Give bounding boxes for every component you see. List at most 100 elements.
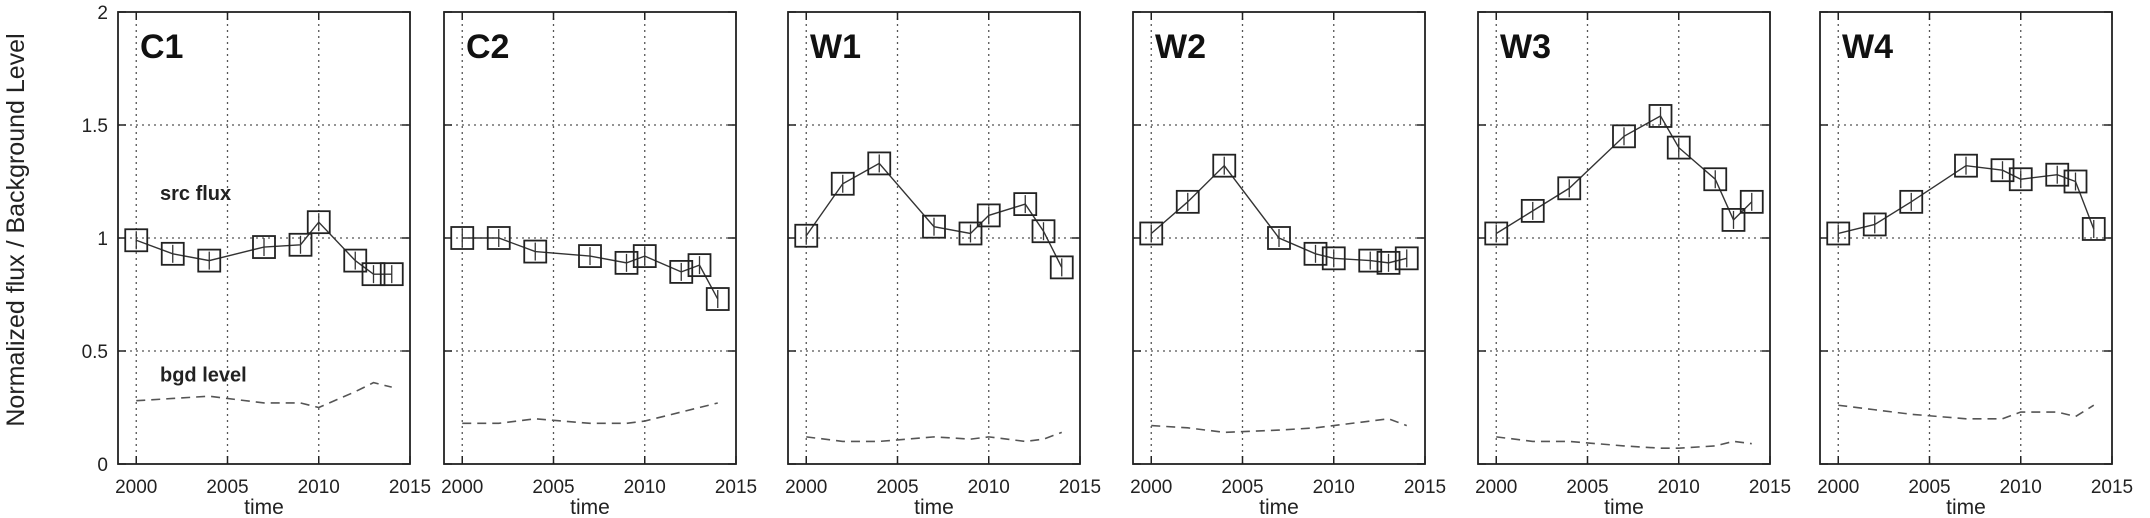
panel-w1: 2000 2005 2010 2015 time W1 — [785, 11, 1101, 518]
x-tick-label: 2000 — [441, 477, 483, 498]
x-axis-label: time — [914, 496, 954, 518]
src-flux-annotation: src flux — [160, 183, 231, 205]
x-axis-label: time — [244, 496, 284, 518]
src-flux-marker — [1666, 135, 1691, 160]
src-flux-marker — [379, 262, 404, 287]
x-tick-label: 2010 — [1658, 477, 1700, 498]
x-tick-label: 2010 — [1313, 477, 1355, 498]
src-flux-marker — [288, 232, 313, 257]
x-axis-label: time — [1604, 496, 1644, 518]
panel-w4: 2000 2005 2010 2015 time W4 — [1817, 11, 2133, 518]
src-flux-marker — [1267, 226, 1291, 250]
src-flux-marker — [160, 241, 185, 266]
bgd-level-line — [806, 431, 1063, 443]
src-flux-marker — [343, 248, 368, 273]
y-tick-label: 0.5 — [82, 342, 108, 363]
src-flux-marker — [578, 244, 602, 268]
x-tick-label: 2000 — [115, 477, 157, 498]
src-flux-marker — [794, 223, 819, 248]
src-flux-marker — [1031, 219, 1056, 244]
src-flux-marker — [1612, 124, 1636, 149]
x-tick-label: 2000 — [1817, 477, 1859, 498]
bgd-level-line — [1838, 404, 2095, 420]
x-tick-label: 2000 — [1130, 477, 1172, 498]
src-flux-marker — [976, 203, 1001, 228]
src-flux-marker — [1049, 255, 1074, 280]
panel-w2: 2000 2005 2010 2015 time W2 — [1130, 11, 1446, 518]
src-flux-marker — [1358, 248, 1383, 273]
x-tick-label: 2005 — [1221, 477, 1263, 498]
src-flux-marker — [867, 151, 892, 176]
src-flux-marker — [1520, 198, 1545, 223]
panel-label: W1 — [810, 28, 861, 66]
src-flux-marker — [830, 171, 855, 196]
src-flux-marker — [2045, 162, 2070, 187]
x-tick-label: 2005 — [206, 477, 248, 498]
x-tick-label: 2010 — [968, 477, 1010, 498]
src-flux-marker — [1557, 176, 1582, 201]
x-tick-label: 2015 — [389, 477, 431, 498]
src-flux-marker — [306, 210, 331, 235]
panel-c2: 2000 2005 2010 2015 time C2 — [441, 11, 757, 518]
src-flux-marker — [2063, 169, 2088, 194]
src-flux-marker — [1321, 246, 1346, 271]
src-flux-marker — [1303, 241, 1328, 266]
src-flux-marker — [1826, 221, 1851, 246]
x-tick-label: 2010 — [2000, 477, 2042, 498]
src-flux-marker — [124, 228, 149, 253]
src-flux-marker — [705, 287, 730, 311]
x-tick-label: 2000 — [785, 477, 827, 498]
src-flux-marker — [1862, 212, 1887, 237]
y-tick-label: 2 — [97, 3, 108, 24]
x-tick-label: 2010 — [624, 477, 666, 498]
x-axis-label: time — [1259, 496, 1299, 518]
y-tick-label: 0 — [97, 455, 108, 476]
src-flux-marker — [1394, 246, 1419, 271]
src-flux-marker — [1739, 189, 1764, 214]
panel-w3: 2000 2005 2010 2015 time W3 — [1475, 11, 1791, 518]
src-flux-marker — [1013, 192, 1038, 217]
panel-label: C2 — [466, 28, 509, 66]
bgd-level-line — [136, 381, 392, 409]
panel-c1: 2000 2005 2010 2015 time C1 src flux bgd level — [115, 11, 431, 518]
x-tick-label: 2005 — [532, 477, 574, 498]
src-flux-marker — [2008, 167, 2033, 192]
src-flux-marker — [2081, 217, 2106, 241]
bgd-level-line — [462, 402, 718, 425]
src-flux-marker — [1139, 221, 1164, 246]
x-axis-label: time — [1946, 496, 1986, 518]
panel-label: W3 — [1500, 28, 1551, 66]
x-tick-label: 2005 — [1908, 477, 1950, 498]
src-flux-marker — [1484, 221, 1509, 246]
x-tick-label: 2005 — [876, 477, 918, 498]
bgd-level-line — [1151, 417, 1408, 434]
src-flux-marker — [197, 248, 222, 273]
panel-label: W2 — [1155, 28, 1206, 66]
src-flux-marker — [669, 259, 694, 284]
src-flux-marker — [958, 221, 983, 246]
src-flux-marker — [523, 239, 548, 264]
src-flux-marker — [1175, 189, 1200, 214]
src-flux-marker — [1376, 250, 1401, 275]
bgd-level-annotation: bgd level — [160, 365, 247, 387]
src-flux-marker — [614, 250, 639, 275]
src-flux-marker — [632, 244, 657, 268]
src-flux-marker — [922, 214, 946, 239]
y-tick-label: 1.5 — [82, 116, 108, 137]
x-tick-label: 2015 — [1059, 477, 1101, 498]
panel-label: W4 — [1842, 28, 1893, 66]
src-flux-marker — [450, 226, 475, 250]
x-tick-label: 2005 — [1566, 477, 1608, 498]
x-tick-label: 2015 — [1749, 477, 1791, 498]
y-axis-label: Normalized flux / Background Level — [2, 33, 30, 426]
src-flux-marker — [1899, 189, 1924, 214]
x-axis-label: time — [570, 496, 610, 518]
src-flux-marker — [252, 235, 276, 259]
y-tick-label: 1 — [97, 229, 108, 250]
x-tick-label: 2015 — [1404, 477, 1446, 498]
src-flux-marker — [361, 262, 386, 287]
src-flux-marker — [1721, 208, 1746, 232]
src-flux-marker — [1648, 104, 1673, 128]
src-flux-marker — [486, 226, 511, 250]
